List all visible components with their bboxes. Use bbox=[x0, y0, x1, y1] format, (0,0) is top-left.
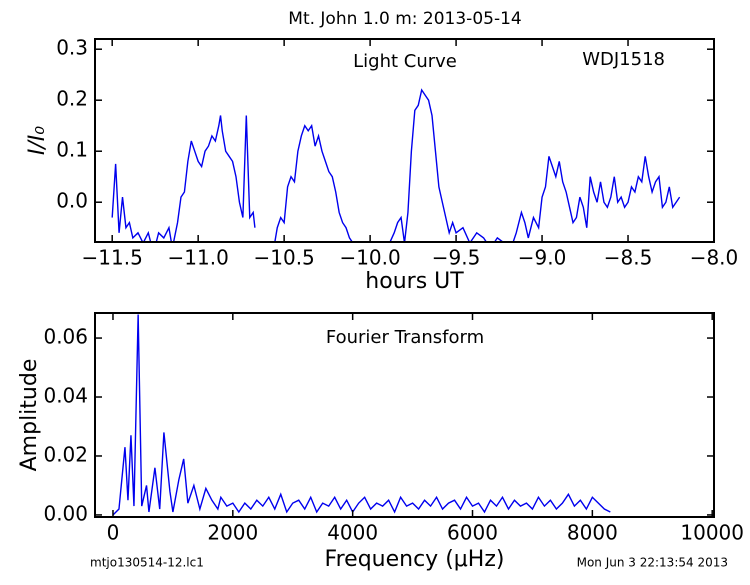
x-tick-label: −9.5 bbox=[432, 246, 481, 270]
y-axis-label: I/I₀ bbox=[25, 126, 50, 155]
footer-right: Mon Jun 3 22:13:54 2013 bbox=[577, 556, 728, 570]
y-tick-label: 0.06 bbox=[43, 325, 88, 349]
x-tick-label: −8.5 bbox=[604, 246, 653, 270]
annotation: Light Curve bbox=[353, 51, 457, 72]
footer-left: mtjo130514-12.lc1 bbox=[90, 556, 204, 570]
x-tick-label: −9.0 bbox=[518, 246, 567, 270]
light-curve-line bbox=[112, 314, 611, 516]
y-tick-label: 0.02 bbox=[43, 442, 88, 466]
axes-frame bbox=[94, 312, 715, 518]
y-tick-label: 0.3 bbox=[56, 36, 88, 60]
y-tick-label: 0.1 bbox=[56, 138, 88, 162]
x-tick-label: 2000 bbox=[207, 521, 258, 545]
x-tick-label: 6000 bbox=[447, 521, 498, 545]
y-tick-label: 0.00 bbox=[43, 501, 88, 525]
x-tick-label: −11.0 bbox=[168, 246, 229, 270]
y-tick-label: 0.04 bbox=[43, 384, 88, 408]
x-axis-label: hours UT bbox=[365, 269, 464, 294]
x-tick-label: 0 bbox=[107, 521, 120, 545]
light-curve-line bbox=[111, 88, 681, 242]
x-tick-label: 10000 bbox=[680, 521, 744, 545]
annotation: WDJ1518 bbox=[582, 49, 665, 70]
x-tick-label: −11.5 bbox=[82, 246, 143, 270]
y-tick-label: 0.2 bbox=[56, 87, 88, 111]
x-tick-label: −8.0 bbox=[690, 246, 739, 270]
x-tick-label: 8000 bbox=[567, 521, 618, 545]
figure-title: Mt. John 1.0 m: 2013-05-14 bbox=[288, 9, 521, 29]
axes-frame bbox=[94, 38, 715, 243]
x-tick-label: 4000 bbox=[327, 521, 378, 545]
x-axis-label: Frequency (μHz) bbox=[325, 547, 505, 572]
y-tick-label: 0.0 bbox=[56, 189, 88, 213]
y-axis-label: Amplitude bbox=[17, 359, 42, 472]
annotation: Fourier Transform bbox=[326, 327, 484, 348]
x-tick-label: −10.0 bbox=[339, 246, 400, 270]
x-tick-label: −10.5 bbox=[253, 246, 314, 270]
